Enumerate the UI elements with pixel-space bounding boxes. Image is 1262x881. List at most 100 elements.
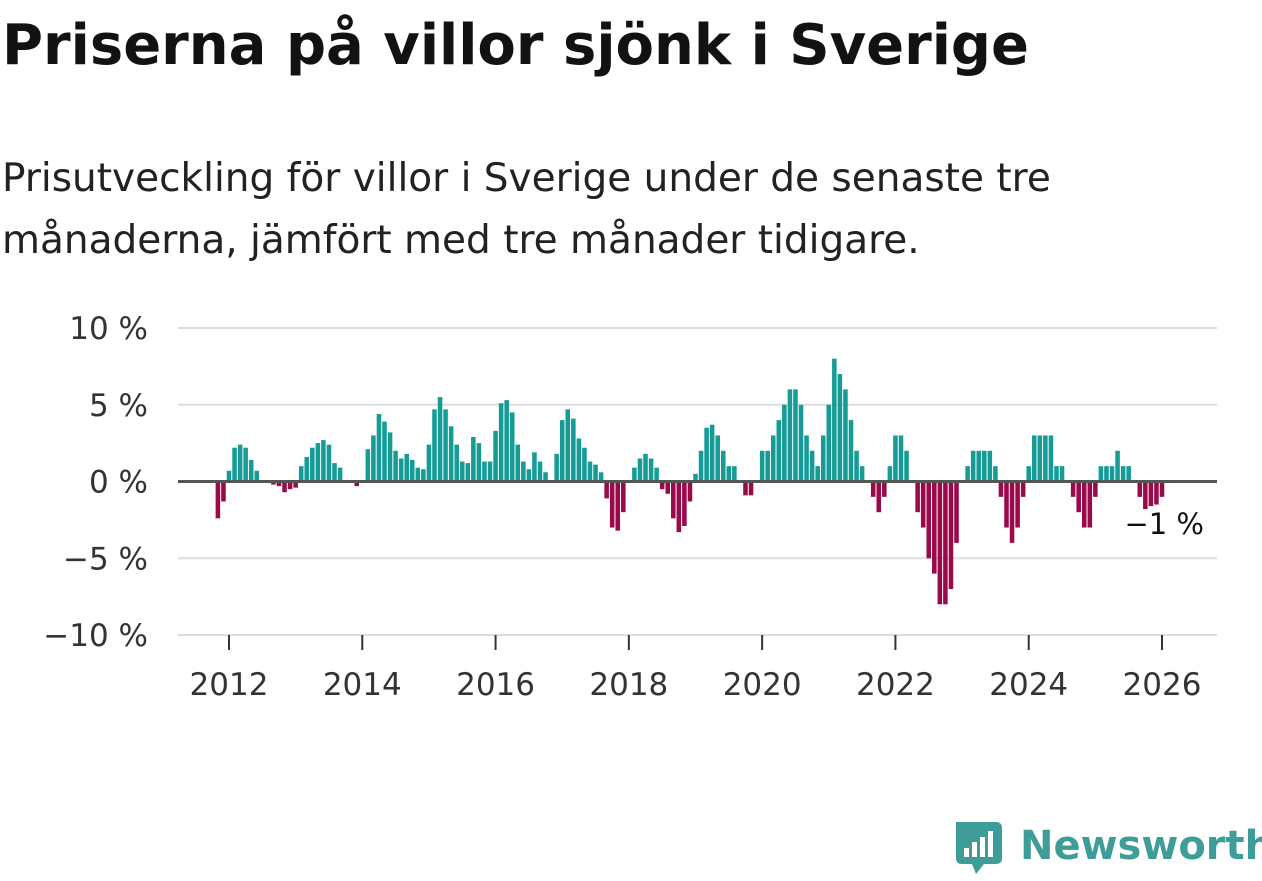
bar-positive: [248, 460, 254, 482]
bar-positive: [593, 464, 598, 482]
bar-positive: [465, 463, 471, 482]
bar-positive: [1031, 435, 1037, 482]
bar-positive: [770, 435, 776, 482]
bar-positive: [843, 389, 848, 482]
bar-positive: [1037, 435, 1043, 482]
y-tick-label: −5 %: [63, 541, 148, 577]
bar-positive: [598, 472, 604, 482]
y-tick-label: 10 %: [69, 311, 148, 347]
bar-positive: [709, 424, 715, 482]
bar-positive: [1115, 450, 1120, 482]
bar-positive: [654, 467, 659, 482]
bar-positive: [765, 450, 770, 482]
bar-positive: [854, 450, 859, 482]
bar-negative: [287, 481, 293, 490]
bar-positive: [304, 456, 310, 482]
bar-positive: [643, 453, 648, 482]
bar-positive: [587, 461, 593, 482]
x-tick-label: 2012: [190, 667, 269, 703]
bar-positive: [582, 447, 587, 482]
bar-positive: [498, 403, 504, 482]
bar-positive: [976, 450, 982, 482]
bar-negative: [354, 481, 360, 487]
bar-negative: [937, 481, 943, 605]
bar-positive: [409, 460, 415, 482]
bar-negative: [1093, 481, 1098, 497]
bar-negative: [1081, 481, 1087, 528]
bar-positive: [559, 420, 565, 482]
bar-positive: [704, 427, 709, 482]
bar-positive: [993, 466, 998, 482]
bar-positive: [437, 397, 443, 482]
bar-positive: [310, 447, 315, 482]
bar-positive: [848, 420, 854, 482]
bar-positive: [648, 458, 654, 482]
x-tick-label: 2016: [456, 667, 535, 703]
x-tick-label: 2014: [323, 667, 402, 703]
bar-negative: [293, 481, 298, 488]
bar-positive: [493, 430, 498, 482]
bar-positive: [243, 447, 248, 482]
bar-negative: [621, 481, 626, 513]
bar-positive: [421, 469, 426, 482]
bar-positive: [509, 412, 515, 482]
bar-positive: [476, 443, 482, 482]
bar-negative: [1154, 481, 1159, 505]
logo-text: Newsworthy: [1020, 823, 1262, 869]
bar-positive: [237, 444, 243, 482]
bar-positive: [504, 400, 509, 482]
y-tick-label: 0 %: [89, 465, 148, 501]
bar-negative: [1076, 481, 1081, 513]
x-tick-label: 2024: [989, 667, 1068, 703]
bar-positive: [521, 461, 526, 482]
x-tick-label: 2026: [1123, 667, 1202, 703]
newsworthy-logo-icon: [956, 822, 1002, 874]
bar-negative: [682, 481, 687, 527]
bar-positive: [698, 450, 704, 482]
bar-positive: [798, 404, 804, 482]
y-tick-label: −10 %: [43, 618, 148, 654]
bar-negative: [665, 481, 671, 494]
bar-positive: [487, 461, 493, 482]
bar-positive: [382, 421, 387, 482]
bar-negative: [671, 481, 676, 519]
bar-positive: [987, 450, 993, 482]
bar-negative: [1070, 481, 1076, 497]
bar-negative: [221, 481, 226, 502]
bar-negative: [926, 481, 932, 559]
bar-negative: [687, 481, 693, 502]
bar-positive: [759, 450, 765, 482]
bar-positive: [1059, 466, 1065, 482]
bar-positive: [826, 404, 832, 482]
bar-negative: [876, 481, 882, 513]
x-tick-label: 2022: [856, 667, 935, 703]
latest-value-label: −1 %: [1124, 507, 1204, 541]
y-tick-label: 5 %: [89, 388, 148, 424]
bar-positive: [1120, 466, 1126, 482]
bar-negative: [1015, 481, 1020, 528]
bar-positive: [793, 389, 798, 482]
bar-positive: [448, 426, 454, 482]
bar-positive: [371, 435, 376, 482]
bar-positive: [1104, 466, 1109, 482]
bar-positive: [1048, 435, 1054, 482]
bar-negative: [276, 481, 282, 487]
bar-positive: [337, 467, 343, 482]
bar-positive: [820, 435, 826, 482]
bar-positive: [782, 404, 787, 482]
bar-negative: [615, 481, 621, 531]
bar-positive: [326, 444, 332, 482]
chart-title: Priserna på villor sjönk i Sverige: [2, 13, 1029, 78]
x-tick-label: 2018: [589, 667, 668, 703]
x-axis-ticks: 2012 2014 2016 2018 2020 2022 2024 2026: [190, 635, 1202, 703]
bar-positive: [1026, 466, 1031, 482]
bar-positive: [254, 470, 260, 482]
bar-negative: [1087, 481, 1093, 528]
bar-positive: [321, 440, 326, 482]
bar-positive: [693, 473, 698, 482]
bar-positive: [632, 467, 637, 482]
bar-positive: [376, 413, 382, 482]
bar-positive: [454, 444, 459, 482]
bar-negative: [998, 481, 1004, 497]
